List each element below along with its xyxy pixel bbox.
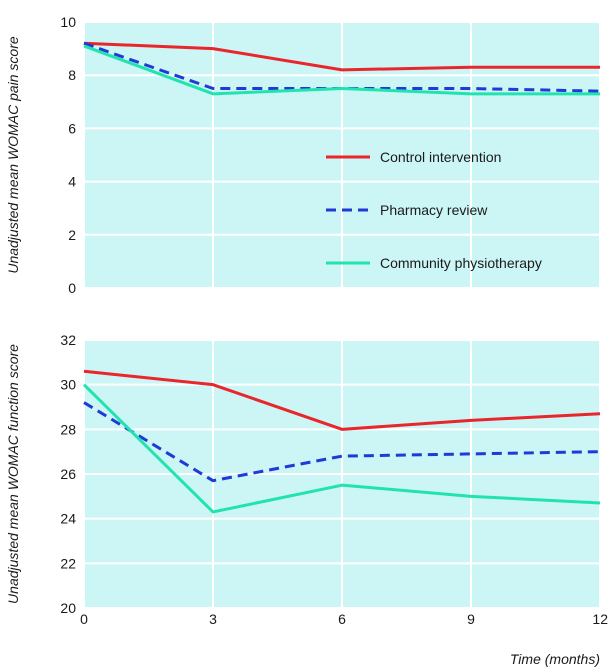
- pain-series-line-0: [83, 41, 600, 72]
- pain-series-line-2: [83, 44, 600, 96]
- function-y-tick-label: 26: [60, 466, 76, 482]
- function-x-tick-label: 0: [80, 611, 88, 627]
- pain-y-tick-label: 0: [68, 280, 76, 296]
- function-score-chart: 20 22 24 26 28 30 32 0 3 6 9 12 Unadjusted mean WOMA…: [5, 332, 608, 667]
- function-x-tick-label: 12: [592, 611, 608, 627]
- function-y-axis-title: Unadjusted mean WOMAC function score: [5, 344, 21, 604]
- pain-y-tick-label: 2: [68, 227, 76, 243]
- legend-label: Pharmacy review: [380, 202, 488, 218]
- function-series-line-0: [83, 369, 601, 431]
- pain-score-chart: 0 2 4 6 8 10 Unadjusted mean WOMAC pain score C…: [5, 14, 601, 296]
- function-y-tick-label: 32: [60, 332, 76, 348]
- function-x-tick-label: 3: [209, 611, 217, 627]
- function-x-axis-title: Time (months): [510, 651, 600, 667]
- pain-y-tick-label: 8: [68, 67, 76, 83]
- function-series-line-1: [83, 401, 601, 483]
- legend-label: Community physiotherapy: [380, 255, 542, 271]
- function-series-line-2: [82, 383, 601, 514]
- function-x-tick-label: 9: [467, 611, 475, 627]
- pain-y-tick-label: 4: [68, 174, 76, 190]
- legend-label: Control intervention: [380, 149, 501, 165]
- function-y-tick-label: 24: [60, 511, 76, 527]
- function-y-tick-label: 22: [60, 555, 76, 571]
- function-y-tick-label: 20: [60, 600, 76, 616]
- function-x-tick-label: 6: [338, 611, 346, 627]
- function-y-tick-label: 28: [60, 421, 76, 437]
- pain-y-axis-title: Unadjusted mean WOMAC pain score: [5, 36, 21, 274]
- pain-y-tick-label: 6: [68, 120, 76, 136]
- pain-y-tick-label: 10: [60, 14, 76, 30]
- function-y-tick-label: 30: [60, 377, 76, 393]
